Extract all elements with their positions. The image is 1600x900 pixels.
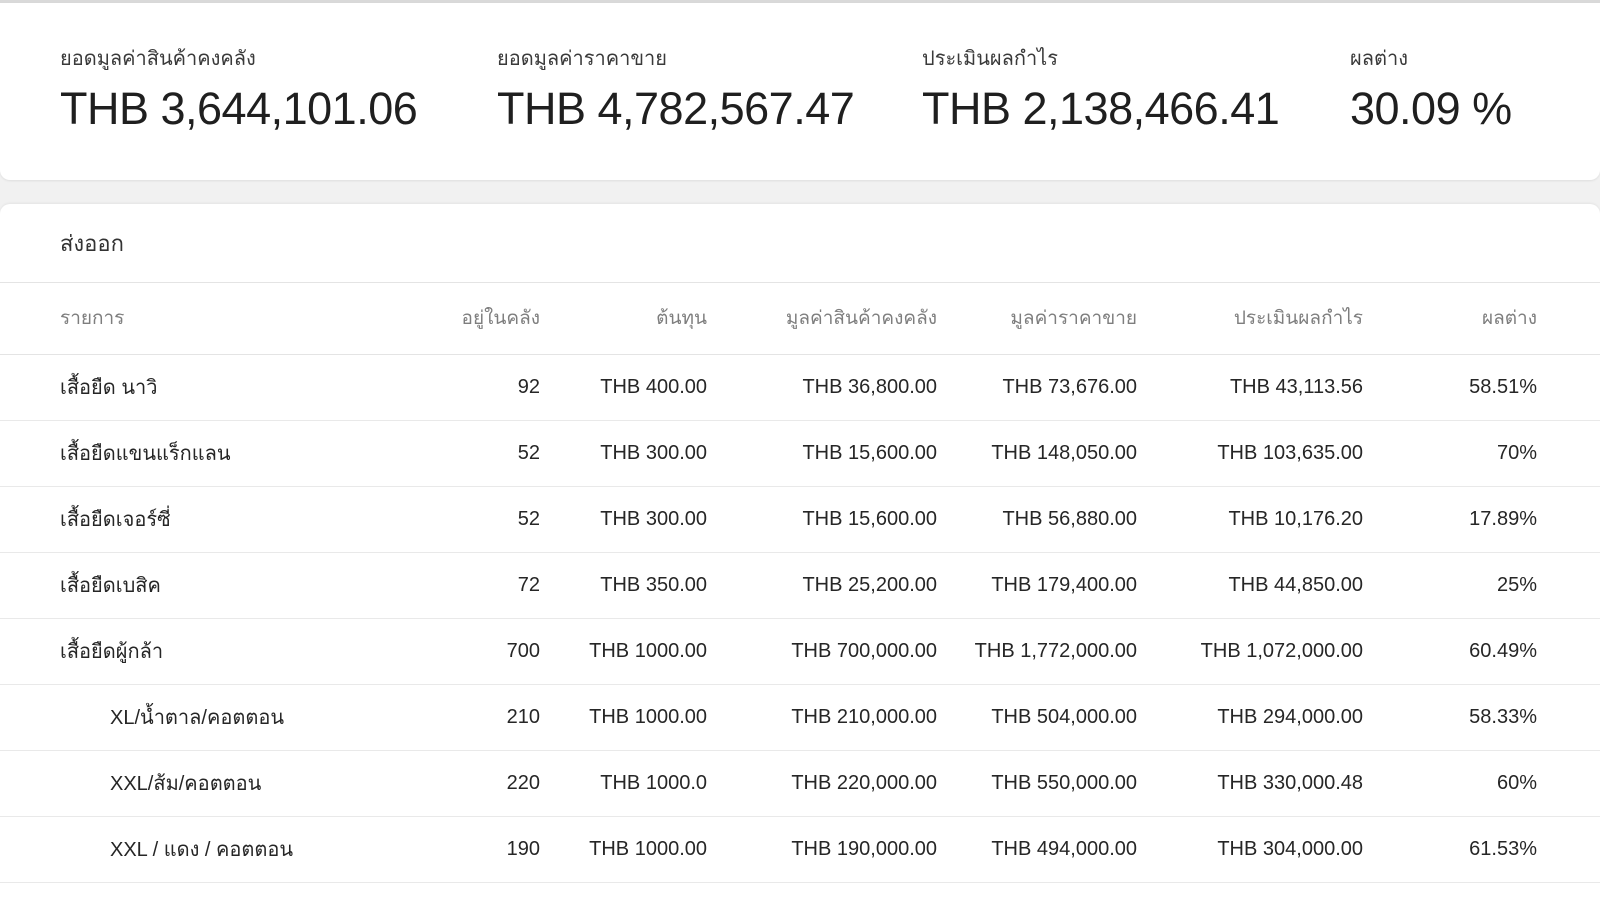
- sale-value: THB 179,400.00: [937, 552, 1137, 619]
- inventory-table: รายการ อยู่ในคลัง ต้นทุน มูลค่าสินค้าคงค…: [0, 283, 1600, 883]
- margin-value: 61.53%: [1363, 816, 1600, 883]
- inventory-value: THB 190,000.00: [707, 816, 937, 883]
- cost-value: THB 300.00: [540, 420, 707, 487]
- item-name: เสื้อยืด นาวิ: [0, 354, 440, 421]
- item-name: XXL / แดง / คอตตอน: [0, 816, 440, 883]
- stat-value: THB 3,644,101.06: [60, 83, 418, 134]
- stat-value: THB 4,782,567.47: [497, 83, 855, 134]
- stat-label: ผลต่าง: [1350, 48, 1408, 70]
- inventory-value: THB 36,800.00: [707, 354, 937, 421]
- cost-value: THB 1000.0: [540, 750, 707, 817]
- sale-value: THB 148,050.00: [937, 420, 1137, 487]
- inventory-value: THB 15,600.00: [707, 420, 937, 487]
- margin-value: 60.49%: [1363, 618, 1600, 685]
- stat-label: ยอดมูลค่าราคาขาย: [497, 48, 667, 70]
- margin-value: 58.51%: [1363, 354, 1600, 421]
- margin-value: 17.89%: [1363, 486, 1600, 553]
- column-header-cost: ต้นทุน: [540, 283, 707, 355]
- profit-value: THB 43,113.56: [1137, 354, 1363, 421]
- item-name: XXL/ส้ม/คอตตอน: [0, 750, 440, 817]
- export-bar: ส่งออก: [0, 204, 1600, 283]
- table-row[interactable]: เสื้อยืดเบสิค 72 THB 350.00 THB 25,200.0…: [0, 552, 1600, 619]
- margin-value: 58.33%: [1363, 684, 1600, 751]
- item-name: เสื้อยืดผู้กล้า: [0, 618, 440, 685]
- in-stock-value: 190: [440, 816, 540, 883]
- table-row-variant[interactable]: XL/น้ำตาล/คอตตอน 210 THB 1000.00 THB 210…: [0, 684, 1600, 751]
- table-row[interactable]: เสื้อยืดผู้กล้า 700 THB 1000.00 THB 700,…: [0, 618, 1600, 685]
- inventory-value: THB 220,000.00: [707, 750, 937, 817]
- column-header-sale-value: มูลค่าราคาขาย: [937, 283, 1137, 355]
- in-stock-value: 210: [440, 684, 540, 751]
- cost-value: THB 400.00: [540, 354, 707, 421]
- inventory-value: THB 25,200.00: [707, 552, 937, 619]
- table-row[interactable]: เสื้อยืด นาวิ 92 THB 400.00 THB 36,800.0…: [0, 354, 1600, 421]
- margin-value: 60%: [1363, 750, 1600, 817]
- profit-value: THB 103,635.00: [1137, 420, 1363, 487]
- top-divider: [0, 0, 1600, 3]
- margin-value: 70%: [1363, 420, 1600, 487]
- cost-value: THB 1000.00: [540, 684, 707, 751]
- sale-value: THB 56,880.00: [937, 486, 1137, 553]
- summary-card: ยอดมูลค่าสินค้าคงคลัง THB 3,644,101.06 ย…: [0, 3, 1600, 180]
- stat-margin: ผลต่าง 30.09 %: [1350, 47, 1600, 180]
- stat-sale-value: ยอดมูลค่าราคาขาย THB 4,782,567.47: [497, 47, 922, 180]
- cost-value: THB 350.00: [540, 552, 707, 619]
- in-stock-value: 220: [440, 750, 540, 817]
- table-row-variant[interactable]: XXL/ส้ม/คอตตอน 220 THB 1000.0 THB 220,00…: [0, 750, 1600, 817]
- column-header-margin: ผลต่าง: [1363, 283, 1600, 355]
- inventory-value: THB 210,000.00: [707, 684, 937, 751]
- item-name: เสื้อยืดแขนแร็กแลน: [0, 420, 440, 487]
- profit-value: THB 304,000.00: [1137, 816, 1363, 883]
- in-stock-value: 52: [440, 420, 540, 487]
- profit-value: THB 10,176.20: [1137, 486, 1363, 553]
- sale-value: THB 550,000.00: [937, 750, 1137, 817]
- inventory-value: THB 15,600.00: [707, 486, 937, 553]
- in-stock-value: 72: [440, 552, 540, 619]
- stat-inventory-value: ยอดมูลค่าสินค้าคงคลัง THB 3,644,101.06: [60, 47, 497, 180]
- profit-value: THB 44,850.00: [1137, 552, 1363, 619]
- stat-label: ยอดมูลค่าสินค้าคงคลัง: [60, 48, 256, 70]
- profit-value: THB 294,000.00: [1137, 684, 1363, 751]
- table-row[interactable]: เสื้อยืดแขนแร็กแลน 52 THB 300.00 THB 15,…: [0, 420, 1600, 487]
- profit-value: THB 330,000.48: [1137, 750, 1363, 817]
- in-stock-value: 700: [440, 618, 540, 685]
- stat-label: ประเมินผลกำไร: [922, 48, 1058, 70]
- table-header-row: รายการ อยู่ในคลัง ต้นทุน มูลค่าสินค้าคงค…: [0, 283, 1600, 355]
- inventory-value: THB 700,000.00: [707, 618, 937, 685]
- table-row-variant[interactable]: XXL / แดง / คอตตอน 190 THB 1000.00 THB 1…: [0, 816, 1600, 883]
- profit-value: THB 1,072,000.00: [1137, 618, 1363, 685]
- stat-value: THB 2,138,466.41: [922, 83, 1280, 134]
- sale-value: THB 1,772,000.00: [937, 618, 1137, 685]
- column-header-inventory-value: มูลค่าสินค้าคงคลัง: [707, 283, 937, 355]
- item-name: เสื้อยืดเบสิค: [0, 552, 440, 619]
- in-stock-value: 92: [440, 354, 540, 421]
- stat-value: 30.09 %: [1350, 83, 1512, 134]
- sale-value: THB 494,000.00: [937, 816, 1137, 883]
- cost-value: THB 1000.00: [540, 618, 707, 685]
- margin-value: 25%: [1363, 552, 1600, 619]
- export-button[interactable]: ส่งออก: [60, 226, 124, 261]
- cost-value: THB 1000.00: [540, 816, 707, 883]
- stat-profit: ประเมินผลกำไร THB 2,138,466.41: [922, 47, 1350, 180]
- column-header-in-stock: อยู่ในคลัง: [440, 283, 540, 355]
- sale-value: THB 504,000.00: [937, 684, 1137, 751]
- item-name: เสื้อยืดเจอร์ซี่: [0, 486, 440, 553]
- table-row[interactable]: เสื้อยืดเจอร์ซี่ 52 THB 300.00 THB 15,60…: [0, 486, 1600, 553]
- sale-value: THB 73,676.00: [937, 354, 1137, 421]
- column-header-profit: ประเมินผลกำไร: [1137, 283, 1363, 355]
- column-header-item: รายการ: [0, 283, 440, 355]
- inventory-report-card: ส่งออก รายการ อยู่ในคลัง ต้นทุน มูลค่าสิ…: [0, 204, 1600, 900]
- item-name: XL/น้ำตาล/คอตตอน: [0, 684, 440, 751]
- in-stock-value: 52: [440, 486, 540, 553]
- cost-value: THB 300.00: [540, 486, 707, 553]
